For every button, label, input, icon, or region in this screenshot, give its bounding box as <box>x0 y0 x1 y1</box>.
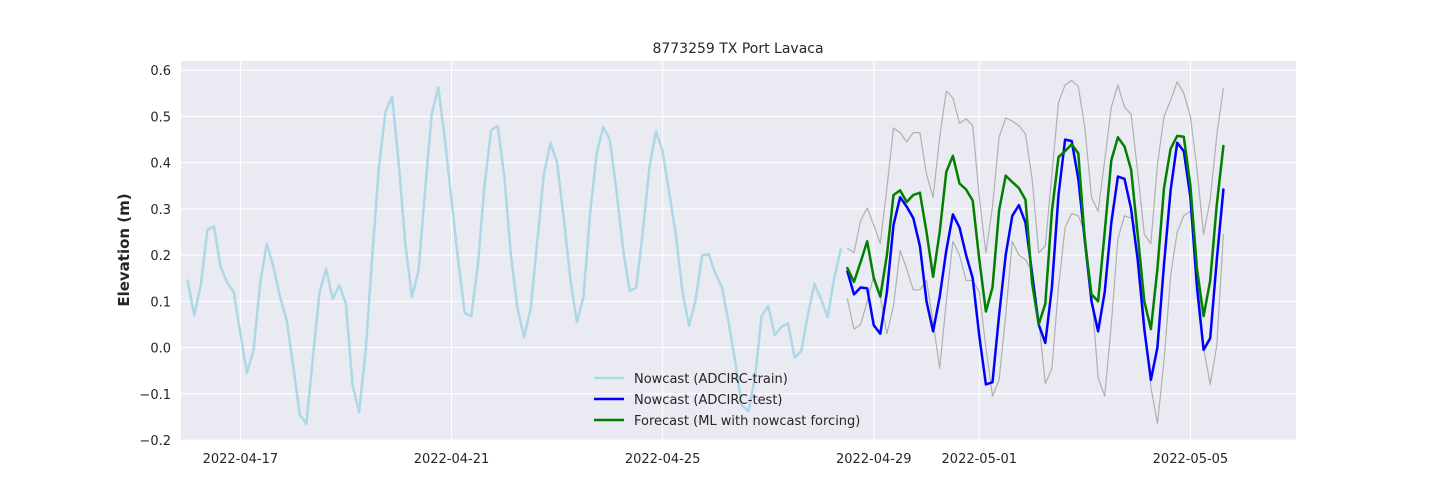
legend-label-test: Nowcast (ADCIRC-test) <box>634 393 783 408</box>
x-tick-label: 2022-05-05 <box>1153 452 1229 467</box>
y-tick-label: 0.3 <box>150 203 171 218</box>
legend-item-forecast: Forecast (ML with nowcast forcing) <box>594 414 860 429</box>
x-tick-label: 2022-04-29 <box>836 452 912 467</box>
x-tick-label: 2022-04-25 <box>625 452 701 467</box>
y-tick-label: −0.1 <box>139 388 171 403</box>
y-tick-label: −0.2 <box>139 434 171 449</box>
x-axis: 2022-04-17 2022-04-21 2022-04-25 2022-04-29… <box>203 452 1229 467</box>
legend-item-test: Nowcast (ADCIRC-test) <box>594 393 783 408</box>
chart-title: 8773259 TX Port Lavaca <box>652 41 823 57</box>
y-tick-label: 0.4 <box>150 157 171 172</box>
y-tick-label: 0.0 <box>150 342 171 357</box>
legend-item-train: Nowcast (ADCIRC-train) <box>594 372 788 387</box>
legend: Nowcast (ADCIRC-train) Nowcast (ADCIRC-t… <box>594 372 860 429</box>
y-axis-label: Elevation (m) <box>115 193 133 306</box>
series-line-2 <box>846 79 1225 254</box>
y-tick-label: 0.5 <box>150 110 171 125</box>
x-tick-label: 2022-04-21 <box>414 452 490 467</box>
y-axis: −0.2 −0.1 0.0 0.1 0.2 0.3 0.4 0.5 0.6 <box>139 64 171 449</box>
x-tick-label: 2022-04-17 <box>203 452 279 467</box>
series-line-0 <box>186 86 843 426</box>
y-tick-label: 0.6 <box>150 64 171 79</box>
x-tick-label: 2022-05-01 <box>942 452 1018 467</box>
series-layer <box>186 79 1225 426</box>
series-line-4 <box>846 134 1225 331</box>
legend-label-forecast: Forecast (ML with nowcast forcing) <box>634 414 860 429</box>
y-tick-label: 0.1 <box>150 295 171 310</box>
y-tick-label: 0.2 <box>150 249 171 264</box>
legend-label-train: Nowcast (ADCIRC-train) <box>634 372 788 387</box>
